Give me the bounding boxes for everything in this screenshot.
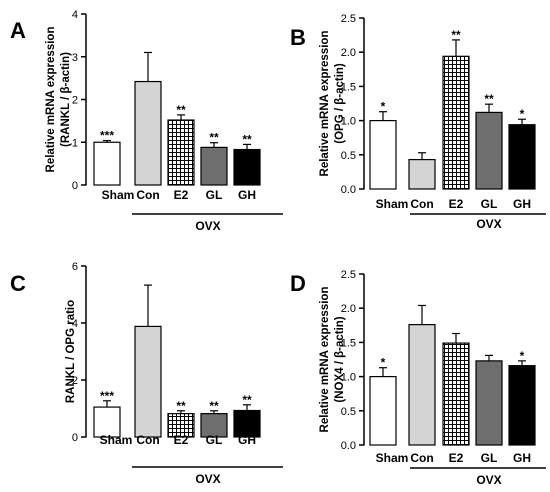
y-tick-label: 2.5	[341, 13, 356, 25]
group-label: OVX	[476, 473, 501, 487]
panel-letter: A	[10, 18, 26, 43]
significance-mark: **	[209, 399, 219, 413]
y-tick-label: 2	[72, 375, 78, 387]
significance-mark: *	[381, 100, 386, 114]
y-tick-label: 2.5	[341, 269, 356, 281]
y-tick-label: 0.5	[341, 406, 356, 418]
y-axis-label-line: (RANKL / β-actin)	[60, 52, 72, 147]
y-tick-label: 1.0	[341, 116, 356, 128]
bar-gl	[200, 146, 228, 186]
significance-mark: ***	[100, 389, 114, 403]
panel-letter: C	[10, 271, 26, 296]
bar-gh	[233, 148, 261, 186]
panel-d: D 0.0 0.5 1.0 1.5 2.0 2.5 Relative mRNA express…	[290, 269, 546, 487]
y-axis-label-line: Relative mRNA expression	[45, 27, 57, 173]
x-category-label: GH	[238, 433, 256, 447]
y-tick-label: 6	[72, 261, 78, 273]
bar-sham	[93, 141, 121, 186]
significance-mark: **	[242, 132, 252, 146]
group-label: OVX	[195, 219, 220, 233]
x-category-label: Con	[410, 197, 433, 211]
significance-mark: *	[520, 107, 525, 121]
bar-gl	[475, 111, 503, 190]
x-category-label: E2	[449, 197, 464, 211]
group-label: OVX	[476, 217, 501, 231]
significance-mark: **	[176, 399, 186, 413]
y-tick-label: 4	[72, 318, 78, 330]
x-category-label: Con	[410, 451, 433, 465]
y-axis-label-line: Relative mRNA expression	[319, 31, 331, 177]
group-label: OVX	[195, 472, 220, 486]
y-tick-label: 1	[72, 137, 78, 149]
y-axis-label: Relative mRNA expression (NOX4 / β-actin)	[319, 287, 346, 433]
bar-gh	[508, 124, 536, 190]
x-category-label: E2	[174, 188, 189, 202]
significance-mark: **	[176, 103, 186, 117]
x-category-label: Sham	[376, 197, 409, 211]
y-tick-label: 1.0	[341, 372, 356, 384]
y-axis-label: Relative mRNA expression (OPG / β-actin)	[319, 31, 346, 177]
x-category-label: GL	[481, 451, 498, 465]
y-axis-label-line: (OPG / β-actin)	[334, 63, 346, 144]
bar-e2	[442, 342, 470, 446]
y-tick-label: 0.0	[341, 184, 356, 196]
bar-gh	[508, 365, 536, 446]
bar-con	[408, 158, 436, 190]
y-tick-label: 1.5	[341, 337, 356, 349]
bar-sham	[93, 406, 121, 438]
significance-mark: **	[242, 393, 252, 407]
y-tick-label: 2.0	[341, 47, 356, 59]
significance-mark: **	[484, 92, 494, 106]
bar-gh	[233, 409, 261, 438]
bar-sham	[369, 119, 397, 190]
bar-sham	[369, 376, 397, 446]
x-category-label: Sham	[376, 451, 409, 465]
bar-e2	[167, 119, 195, 186]
y-axis-label-line: RANKL / OPG ratio	[65, 300, 77, 403]
x-category-label: GH	[513, 197, 531, 211]
x-category-label: GL	[481, 197, 498, 211]
y-tick-label: 1.5	[341, 81, 356, 93]
x-category-label: Sham	[100, 433, 133, 447]
panel-letter: D	[290, 271, 306, 296]
bar-gl	[475, 360, 503, 446]
x-category-label: E2	[174, 433, 189, 447]
significance-mark: **	[209, 131, 219, 145]
y-tick-label: 4	[72, 9, 78, 21]
y-tick-label: 0.5	[341, 150, 356, 162]
significance-mark: *	[520, 349, 525, 363]
y-axis-label-line: (NOX4 / β-actin)	[334, 316, 346, 402]
y-axis-label: RANKL / OPG ratio	[65, 300, 77, 403]
y-tick-label: 3	[72, 52, 78, 64]
bar-e2	[442, 55, 470, 190]
x-category-label: GH	[513, 451, 531, 465]
y-tick-label: 2	[72, 95, 78, 107]
x-category-label: Sham	[102, 188, 135, 202]
significance-mark: **	[451, 28, 461, 42]
y-tick-label: 2.0	[341, 303, 356, 315]
x-category-label: GL	[206, 188, 223, 202]
x-category-label: E2	[449, 451, 464, 465]
bar-con	[408, 324, 436, 446]
y-axis-label: Relative mRNA expression (RANKL / β-actin…	[45, 27, 72, 173]
significance-mark: ***	[100, 129, 114, 143]
y-tick-label: 0.0	[341, 440, 356, 452]
panel-letter: B	[290, 25, 306, 50]
panel-b: B 0.0 0.5 1.0 1.5 2.0 2.5 Relative mRNA express…	[290, 13, 546, 231]
y-axis-label-line: Relative mRNA expression	[319, 287, 331, 433]
x-category-label: Con	[136, 188, 159, 202]
y-tick-label: 0	[72, 180, 78, 192]
x-category-label: GL	[206, 433, 223, 447]
x-category-label: Con	[136, 433, 159, 447]
significance-mark: *	[381, 356, 386, 370]
bar-con	[134, 80, 162, 186]
y-tick-label: 0	[72, 432, 78, 444]
x-category-label: GH	[238, 188, 256, 202]
bar-con	[134, 325, 162, 438]
